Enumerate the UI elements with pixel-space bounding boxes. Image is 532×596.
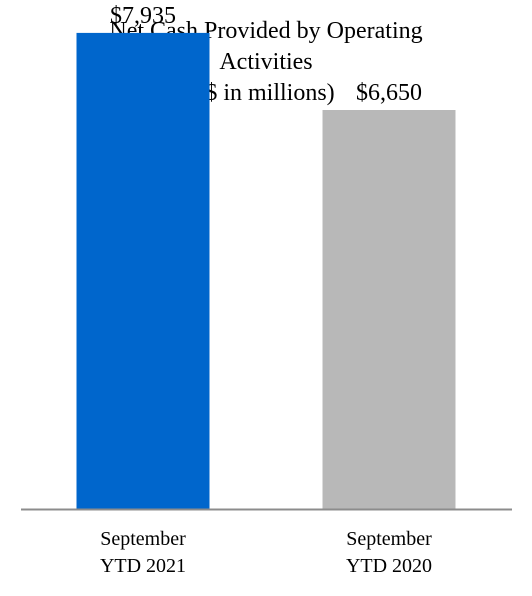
- chart-title-line-3: ($ in millions): [197, 80, 335, 106]
- bar: [322, 110, 456, 509]
- category-label-line-1: September: [346, 528, 432, 550]
- category-label-line-2: YTD 2020: [345, 555, 433, 577]
- category-label: September YTD 2020: [299, 526, 479, 580]
- category-label-line-1: September: [100, 528, 186, 550]
- category-label: September YTD 2021: [53, 526, 233, 580]
- chart-title-line-2: Activities: [219, 49, 313, 75]
- category-label-line-2: YTD 2021: [99, 555, 187, 577]
- bar: [76, 32, 210, 510]
- data-label: $6,650: [356, 80, 422, 106]
- data-label: $7,935: [110, 3, 176, 29]
